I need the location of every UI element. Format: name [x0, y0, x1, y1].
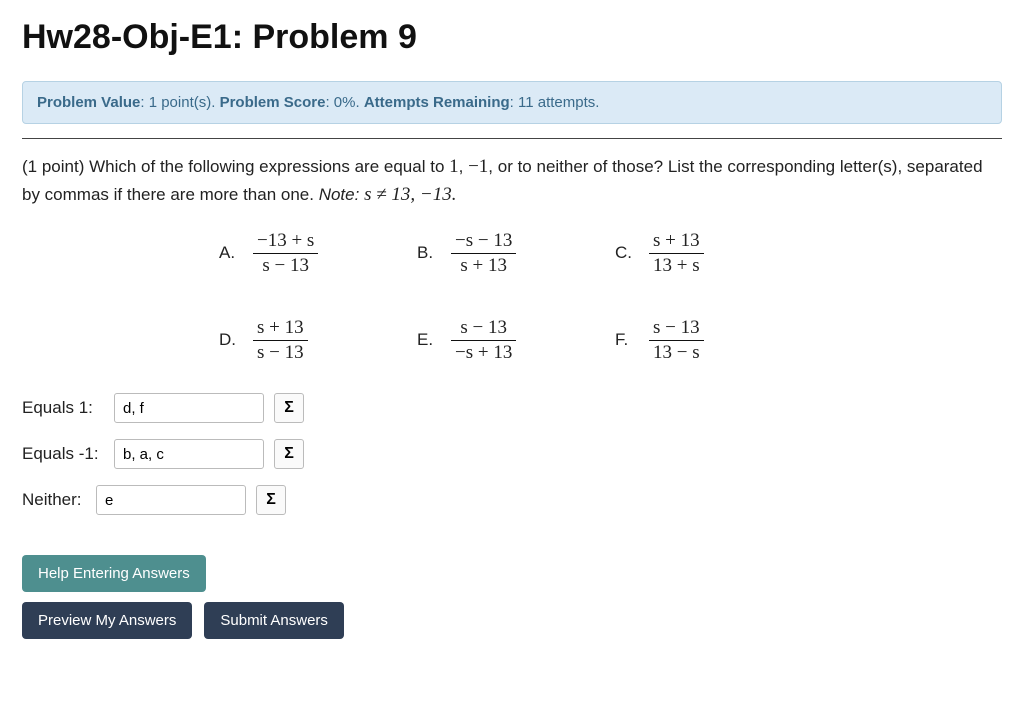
neither-row: Neither: Σ — [22, 485, 1002, 515]
fraction-denominator: −s + 13 — [451, 342, 516, 364]
options-grid: A. −13 + s s − 13 B. −s − 13 s + 13 C. s… — [152, 230, 872, 363]
fraction-numerator: s − 13 — [456, 317, 511, 339]
option-c: C. s + 13 13 + s — [615, 230, 805, 277]
attempts-text: : 11 attempts. — [510, 94, 600, 111]
page-title: Hw28-Obj-E1: Problem 9 — [22, 18, 1002, 57]
score-text: : 0%. — [325, 94, 363, 111]
fraction: s − 13 −s + 13 — [451, 317, 516, 364]
option-f: F. s − 13 13 − s — [615, 317, 805, 364]
divider — [22, 138, 1002, 139]
preview-button[interactable]: Preview My Answers — [22, 602, 192, 639]
button-row: Help Entering Answers Preview My Answers… — [22, 555, 1002, 639]
score-label: Problem Score — [220, 94, 326, 111]
answers-block: Equals 1: Σ Equals -1: Σ Neither: Σ — [22, 393, 1002, 515]
fraction-numerator: −s − 13 — [451, 230, 516, 252]
option-label: E. — [417, 330, 437, 350]
equals-1-row: Equals 1: Σ — [22, 393, 1002, 423]
option-label: C. — [615, 243, 635, 263]
value-label: Problem Value — [37, 94, 140, 111]
fraction-bar — [451, 253, 516, 254]
equals-neg1-label: Equals -1: — [22, 444, 104, 464]
help-button[interactable]: Help Entering Answers — [22, 555, 206, 592]
fraction-bar — [253, 253, 318, 254]
fraction: −s − 13 s + 13 — [451, 230, 516, 277]
option-e: E. s − 13 −s + 13 — [417, 317, 607, 364]
option-a: A. −13 + s s − 13 — [219, 230, 409, 277]
attempts-label: Attempts Remaining — [364, 94, 510, 111]
equals-1-label: Equals 1: — [22, 398, 104, 418]
fraction-bar — [649, 340, 704, 341]
fraction-numerator: −13 + s — [253, 230, 318, 252]
prompt-comma: , — [459, 157, 468, 176]
prompt-note-label: Note: — [319, 185, 360, 204]
fraction-denominator: 13 − s — [649, 342, 704, 364]
fraction-denominator: s − 13 — [258, 255, 313, 277]
fraction-denominator: s + 13 — [456, 255, 511, 277]
option-b: B. −s − 13 s + 13 — [417, 230, 607, 277]
prompt-lead: (1 point) Which of the following express… — [22, 157, 449, 176]
button-row-inner: Preview My Answers Submit Answers — [22, 602, 344, 639]
fraction: s + 13 s − 13 — [253, 317, 308, 364]
sigma-button[interactable]: Σ — [274, 393, 304, 423]
prompt-note-body: s ≠ 13, −13. — [359, 184, 456, 205]
option-label: D. — [219, 330, 239, 350]
option-label: A. — [219, 243, 239, 263]
value-text: : 1 point(s). — [140, 94, 219, 111]
fraction-bar — [451, 340, 516, 341]
prompt-neg1: −1 — [468, 156, 488, 177]
sigma-button[interactable]: Σ — [256, 485, 286, 515]
option-label: B. — [417, 243, 437, 263]
fraction-denominator: s − 13 — [253, 342, 308, 364]
problem-info-bar: Problem Value: 1 point(s). Problem Score… — [22, 81, 1002, 124]
prompt-one: 1 — [449, 156, 459, 177]
option-d: D. s + 13 s − 13 — [219, 317, 409, 364]
fraction-bar — [649, 253, 704, 254]
equals-neg1-input[interactable] — [114, 439, 264, 469]
submit-button[interactable]: Submit Answers — [204, 602, 344, 639]
sigma-button[interactable]: Σ — [274, 439, 304, 469]
fraction-numerator: s + 13 — [649, 230, 704, 252]
fraction-numerator: s − 13 — [649, 317, 704, 339]
fraction: s + 13 13 + s — [649, 230, 704, 277]
fraction: s − 13 13 − s — [649, 317, 704, 364]
neither-input[interactable] — [96, 485, 246, 515]
equals-1-input[interactable] — [114, 393, 264, 423]
problem-prompt: (1 point) Which of the following express… — [22, 153, 1002, 208]
fraction-numerator: s + 13 — [253, 317, 308, 339]
fraction-denominator: 13 + s — [649, 255, 704, 277]
equals-neg1-row: Equals -1: Σ — [22, 439, 1002, 469]
neither-label: Neither: — [22, 490, 86, 510]
fraction: −13 + s s − 13 — [253, 230, 318, 277]
fraction-bar — [253, 340, 308, 341]
option-label: F. — [615, 330, 635, 350]
